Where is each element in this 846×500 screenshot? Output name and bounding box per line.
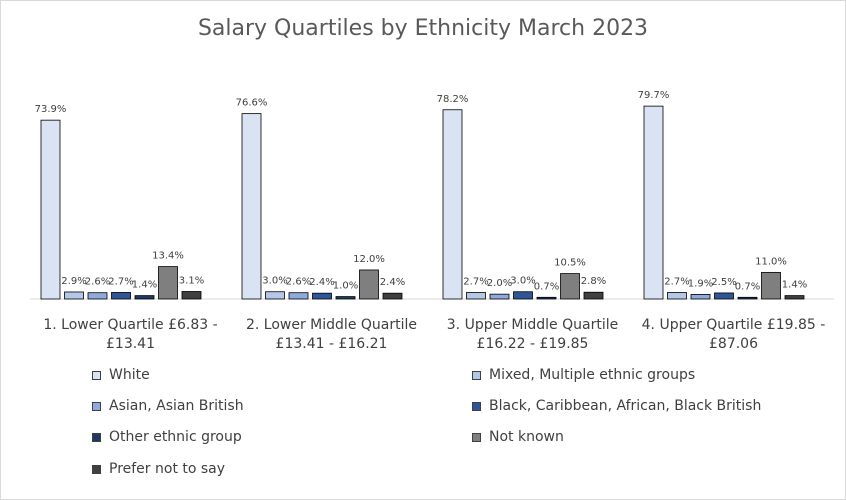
- legend-label: Prefer not to say: [109, 461, 226, 477]
- bar-2-0: [87, 292, 108, 300]
- legend-label: Other ethnic group: [109, 429, 242, 445]
- data-label-4-2: 0.7%: [534, 281, 559, 292]
- bar-0-2: [442, 109, 463, 300]
- data-label-4-3: 0.7%: [735, 281, 760, 292]
- data-label-1-3: 2.7%: [664, 276, 689, 287]
- bar-6-2: [583, 291, 604, 300]
- bar-3-1: [312, 292, 332, 300]
- legend-swatch: [92, 432, 101, 442]
- bar-0-3: [643, 105, 664, 300]
- legend-label: Mixed, Multiple ethnic groups: [489, 367, 696, 383]
- legend-item-4: Other ethnic group: [92, 429, 242, 445]
- data-label-1-0: 2.9%: [61, 276, 86, 287]
- legend-item-2: Asian, Asian British: [92, 398, 244, 414]
- data-label-6-3: 1.4%: [782, 280, 807, 291]
- data-label-4-1: 1.0%: [333, 281, 358, 292]
- bar-4-3: [737, 296, 758, 300]
- bar-5-1: [359, 269, 379, 300]
- bar-3-2: [513, 291, 533, 300]
- bar-3-3: [714, 292, 734, 300]
- legend-item-0: White: [92, 367, 150, 383]
- data-label-0-1: 76.6%: [236, 98, 268, 109]
- data-label-0-0: 73.9%: [35, 104, 67, 115]
- data-label-2-0: 2.6%: [85, 277, 110, 288]
- data-label-0-3: 79.7%: [638, 90, 670, 101]
- category-label-2: 3. Upper Middle Quartile £16.22 - £19.85: [447, 317, 618, 352]
- bar-6-1: [382, 292, 403, 300]
- category-label-0: 1. Lower Quartile £6.83 -£13.41: [43, 317, 217, 352]
- data-label-5-2: 10.5%: [554, 258, 586, 269]
- bar-6-0: [181, 291, 202, 300]
- data-label-1-2: 2.7%: [463, 276, 488, 287]
- data-label-6-2: 2.8%: [581, 276, 606, 287]
- data-label-2-3: 1.9%: [688, 278, 713, 289]
- bar-0-0: [40, 119, 61, 300]
- legend-swatch: [92, 370, 101, 380]
- legend-swatch: [472, 432, 481, 442]
- legend-swatch: [472, 401, 481, 411]
- bar-5-0: [158, 266, 178, 300]
- legend-item-5: Not known: [472, 429, 564, 445]
- bar-4-2: [536, 296, 557, 300]
- bar-0-1: [241, 113, 262, 300]
- data-label-6-0: 3.1%: [179, 275, 204, 286]
- legend-label: White: [109, 367, 150, 383]
- bar-1-1: [265, 291, 285, 300]
- data-label-6-1: 2.4%: [380, 277, 405, 288]
- data-label-5-0: 13.4%: [152, 251, 184, 262]
- bar-6-3: [784, 295, 805, 300]
- legend-label: Asian, Asian British: [109, 398, 244, 414]
- category-label-1: 2. Lower Middle Quartile £13.41 - £16.21: [246, 317, 417, 352]
- bar-2-1: [288, 292, 309, 300]
- legend-item-6: Prefer not to say: [92, 461, 225, 477]
- data-label-3-3: 2.5%: [711, 277, 736, 288]
- bar-1-0: [64, 291, 84, 300]
- bar-2-3: [690, 294, 711, 300]
- data-label-3-1: 2.4%: [309, 277, 334, 288]
- data-label-2-2: 2.0%: [487, 278, 512, 289]
- bar-5-2: [560, 273, 580, 300]
- legend-item-1: Mixed, Multiple ethnic groups: [472, 367, 695, 383]
- bar-4-0: [134, 295, 155, 300]
- bar-1-2: [466, 292, 486, 300]
- category-label-3: 4. Upper Quartile £19.85 -£87.06: [642, 317, 826, 352]
- legend-swatch: [92, 401, 101, 411]
- legend-swatch: [472, 370, 481, 380]
- bar-2-2: [489, 293, 510, 300]
- chart-title: Salary Quartiles by Ethnicity March 2023: [197, 16, 649, 41]
- legend-item-3: Black, Caribbean, African, Black British: [472, 398, 761, 414]
- data-label-5-3: 11.0%: [755, 256, 787, 267]
- data-label-5-1: 12.0%: [353, 254, 385, 265]
- legend-swatch: [92, 464, 101, 474]
- bar-5-3: [761, 271, 781, 300]
- bar-4-1: [335, 296, 356, 300]
- data-label-0-2: 78.2%: [437, 94, 469, 105]
- data-label-3-2: 3.0%: [510, 276, 535, 287]
- bar-3-0: [111, 292, 131, 300]
- bar-1-3: [667, 292, 687, 300]
- data-label-2-1: 2.6%: [286, 277, 311, 288]
- data-label-3-0: 2.7%: [108, 276, 133, 287]
- legend-label: Not known: [489, 429, 564, 445]
- legend-label: Black, Caribbean, African, Black British: [489, 398, 762, 414]
- data-label-1-1: 3.0%: [262, 276, 287, 287]
- data-label-4-0: 1.4%: [132, 280, 157, 291]
